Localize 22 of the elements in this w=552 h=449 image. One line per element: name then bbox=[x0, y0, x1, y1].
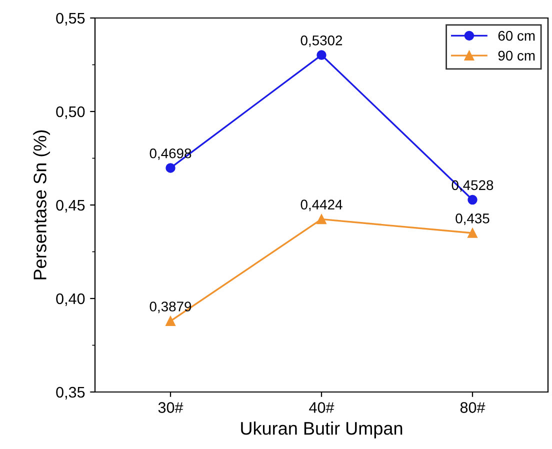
y-tick-label: 0,40 bbox=[56, 293, 85, 306]
legend-label: 90 cm bbox=[498, 50, 535, 61]
x-tick-label: 80# bbox=[460, 402, 486, 413]
y-tick-label: 0,50 bbox=[56, 106, 85, 119]
point bbox=[316, 50, 326, 60]
y-axis-title: Persentase Sn (%) bbox=[33, 130, 50, 280]
x-tick-label: 40# bbox=[309, 402, 334, 413]
data-label: 0,3879 bbox=[150, 302, 192, 314]
y-tick-label: 0,45 bbox=[56, 200, 85, 212]
y-tick-label: 0,55 bbox=[56, 12, 85, 26]
data-label: 0,435 bbox=[456, 214, 490, 225]
data-label: 0,5302 bbox=[300, 36, 342, 47]
point bbox=[468, 194, 478, 205]
data-label: 0,4424 bbox=[300, 200, 342, 212]
x-axis-title: Ukuran Butir Umpan bbox=[241, 422, 402, 438]
y-tick-label: 0,35 bbox=[56, 386, 85, 400]
legend-label: 60 cm bbox=[498, 30, 535, 41]
point bbox=[166, 163, 176, 173]
point bbox=[316, 214, 326, 224]
x-tick-label: 30# bbox=[158, 402, 184, 413]
point bbox=[166, 316, 176, 326]
point bbox=[468, 228, 478, 238]
